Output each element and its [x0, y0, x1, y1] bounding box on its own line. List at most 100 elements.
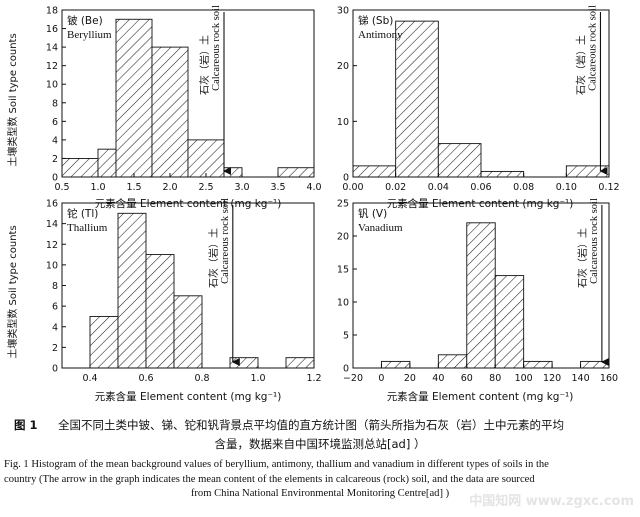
x-tick-label: 2.0	[162, 182, 177, 193]
caption-en-line-2: country (The arrow in the graph indicate…	[4, 473, 535, 485]
y-tick-label: 0	[343, 173, 349, 184]
y-tick-label: 12	[46, 61, 58, 72]
y-tick-label: 10	[46, 80, 58, 91]
panel-beryllium: 0.5 1.0 1.5 2.0 2.5 3.0 3.5 4.0 0 2 4 6 8 10 12 14 16 18 铍…	[46, 5, 322, 193]
figure-caption-english: Fig. 1 Histogram of the mean background …	[4, 458, 636, 502]
x-tick-label: 140	[571, 373, 589, 384]
x-tick-label: 0.08	[513, 182, 534, 193]
caption-en-line-1: Fig. 1 Histogram of the mean background …	[4, 459, 549, 470]
y-tick-label: 18	[46, 6, 58, 17]
histogram-bar	[61, 157, 99, 178]
y-tick-label: 2	[52, 343, 58, 354]
histogram-bar	[277, 167, 315, 178]
panel-title: 铊 (Tl)	[67, 207, 98, 220]
histogram-bar	[89, 315, 119, 369]
y-tick-label: 4	[52, 322, 58, 333]
x-tick-label: 1.0	[90, 182, 105, 193]
y-axis-label-top: 土壤类型数 Soil type counts	[6, 33, 19, 166]
histogram-bar	[480, 170, 525, 178]
x-tick-label: 1.2	[306, 373, 321, 384]
y-tick-label: 16	[46, 24, 58, 35]
panel-title: 锑 (Sb)	[358, 14, 393, 27]
panel-subtitle: Beryllium	[67, 29, 112, 41]
x-tick-label: 0.02	[385, 182, 406, 193]
x-tick-label: −20	[343, 373, 363, 384]
x-tick-label: 3.5	[270, 182, 285, 193]
y-tick-label: 0	[52, 173, 58, 184]
panel-subtitle: Thallium	[67, 222, 108, 234]
x-tick-label: 3.0	[234, 182, 249, 193]
y-tick-label: 16	[46, 199, 58, 210]
histogram-bar	[115, 18, 153, 178]
annotation-cn: 石灰（岩）土	[198, 35, 211, 95]
x-tick-label: 0.04	[428, 182, 449, 193]
annotation-en: Calcareous rock soil	[589, 198, 600, 284]
figure-caption-chinese: 图 1 全国不同土类中铍、锑、铊和钒背景点平均值的直方统计图（箭头所指为石灰（岩）…	[14, 416, 626, 454]
y-tick-label: 30	[337, 6, 349, 17]
y-tick-label: 8	[52, 98, 58, 109]
x-tick-label: 40	[432, 373, 444, 384]
histogram-bar	[523, 360, 553, 369]
x-tick-label: 0.5	[54, 182, 69, 193]
y-tick-label: 12	[46, 240, 58, 251]
x-tick-label: 0.10	[556, 182, 577, 193]
x-tick-label: 0.6	[138, 373, 153, 384]
x-axis-label-left: 元素含量 Element content (mg kg⁻¹)	[95, 197, 282, 210]
y-tick-label: 20	[337, 61, 349, 72]
annotation-en: Calcareous rock soil	[220, 198, 231, 284]
x-axis-label-right: 元素含量 Element content (mg kg⁻¹)	[387, 197, 574, 210]
x-tick-label: 0	[378, 373, 384, 384]
y-tick-label: 20	[337, 232, 349, 243]
y-tick-label: 15	[337, 265, 349, 276]
x-tick-label: 0.4	[82, 373, 97, 384]
y-tick-label: 6	[52, 302, 58, 313]
x-axis-label-bottom-left: 元素含量 Element content (mg kg⁻¹)	[95, 390, 282, 403]
y-tick-label: 10	[46, 260, 58, 271]
histogram-bar	[145, 254, 175, 369]
caption-en-line-3: from China National Environmental Monito…	[190, 488, 450, 499]
x-tick-label: 100	[515, 373, 533, 384]
panel-antimony: 0.00 0.02 0.04 0.06 0.08 0.10 0.12 0 10 20 30 锑 (Sb…	[337, 5, 620, 193]
histogram-bar	[117, 212, 147, 369]
x-tick-label: 0.06	[470, 182, 491, 193]
y-tick-label: 6	[52, 117, 58, 128]
y-tick-label: 10	[337, 298, 349, 309]
x-tick-label: 4.0	[306, 182, 321, 193]
x-tick-label: 120	[543, 373, 561, 384]
y-tick-label: 0	[52, 364, 58, 375]
panel-subtitle: Vanadium	[358, 222, 403, 234]
panel-title: 铍 (Be)	[67, 15, 103, 27]
x-tick-label: 60	[461, 373, 473, 384]
annotation-cn: 石灰（岩）土	[576, 228, 589, 288]
histogram-bar	[494, 275, 525, 369]
histogram-bar	[97, 148, 117, 178]
panel-subtitle: Antimony	[358, 29, 403, 41]
y-tick-label: 4	[52, 135, 58, 146]
annotation-en: Calcareous rock soil	[211, 5, 222, 91]
caption-cn-line-1: 全国不同土类中铍、锑、铊和钒背景点平均值的直方统计图（箭头所指为石灰（岩）土中元…	[58, 418, 564, 432]
x-tick-label: 0.12	[598, 182, 619, 193]
histogram-bar	[380, 360, 411, 369]
figure-label: 图 1	[14, 418, 38, 432]
plot-frame	[61, 9, 315, 178]
annotation-en: Calcareous rock soil	[587, 5, 598, 91]
plot-frame	[352, 202, 610, 369]
x-tick-label: 0.00	[342, 182, 363, 193]
histogram-bar	[395, 20, 439, 178]
y-tick-label: 5	[343, 331, 349, 342]
histogram-bar	[229, 357, 259, 369]
x-tick-label: 2.5	[198, 182, 213, 193]
histogram-bar	[187, 139, 225, 178]
histogram-bar	[285, 357, 315, 369]
panel-title: 钒 (V)	[358, 207, 387, 220]
histogram-bar	[437, 354, 468, 369]
histogram-bar	[565, 165, 610, 178]
caption-cn-line-2: 含量，数据来自中国环境监测总站[ad] ）	[214, 437, 426, 451]
x-tick-label: 0.8	[194, 373, 209, 384]
x-tick-label: 1.0	[250, 373, 265, 384]
watermark: 中国知网 www.zgxc.com	[469, 494, 634, 509]
x-tick-label: 80	[489, 373, 501, 384]
histogram-bar	[466, 222, 496, 369]
histogram-bar	[151, 46, 189, 178]
